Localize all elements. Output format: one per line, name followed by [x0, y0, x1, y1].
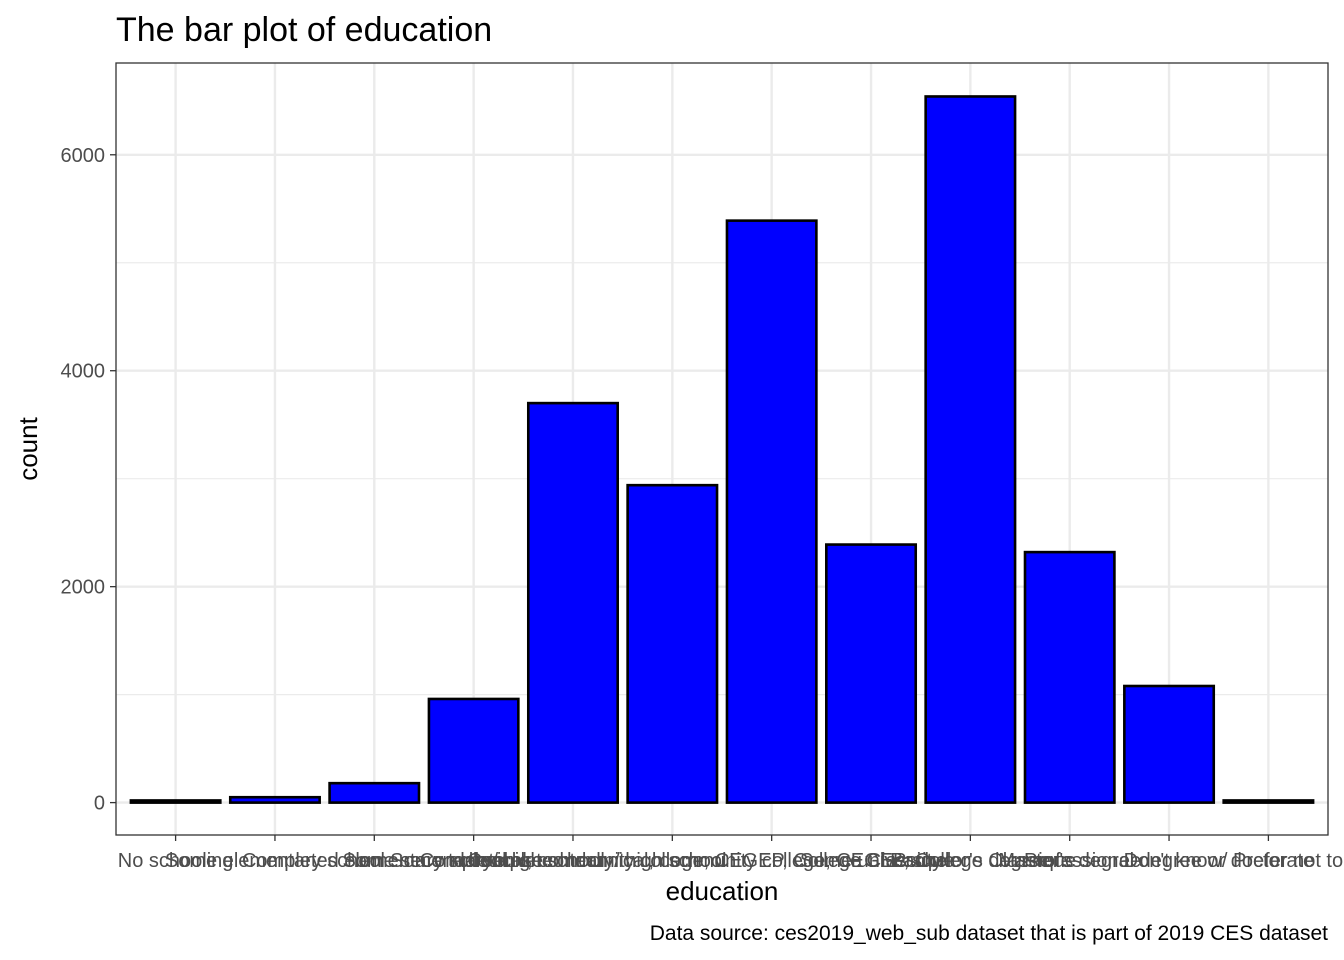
x-tick-label: No schooling [118, 850, 234, 872]
x-axis-title: education [666, 876, 779, 906]
panel-border [115, 62, 1329, 836]
x-tick-label: Some university [800, 850, 942, 872]
x-tick-label: Completed secondary/ high school [420, 850, 727, 872]
x-tick-label: Master's degree [998, 850, 1141, 872]
bar [427, 697, 520, 804]
bar [526, 401, 619, 804]
bar [1222, 799, 1315, 804]
x-tick-label: Some secondary/ high school [342, 850, 604, 872]
x-tick-label: Some technical, community college, CEGEP… [390, 850, 954, 872]
y-axis-title: count [13, 416, 43, 480]
bar [725, 219, 818, 804]
y-axis: 0 2000 4000 6000 [61, 145, 116, 815]
bar [1123, 684, 1216, 804]
chart-title: The bar plot of education [116, 11, 492, 49]
y-tick-label: 0 [94, 793, 105, 815]
bar [129, 799, 222, 804]
x-tick-label: Don't know/ Prefer not to answer [1124, 850, 1344, 872]
x-tick-label: Professional degree or doctorate [1024, 850, 1314, 872]
bar [1023, 550, 1116, 804]
y-tick-label: 6000 [61, 145, 106, 167]
y-tick-label: 2000 [61, 577, 106, 599]
chart-caption: Data source: ces2019_web_sub dataset tha… [650, 922, 1328, 945]
bar [228, 795, 321, 804]
bar [924, 95, 1017, 804]
x-tick-label: Some elementary school [165, 850, 385, 872]
bars [129, 95, 1315, 804]
y-tick-label: 4000 [61, 361, 106, 383]
bar [825, 543, 918, 804]
bar [328, 781, 421, 804]
bar [626, 483, 719, 804]
x-tick-label: Bachelor's degree [890, 850, 1051, 872]
x-tick-label: Completed technical, community college, … [467, 850, 1076, 872]
x-tick-label: Completed elementary school [242, 850, 507, 872]
